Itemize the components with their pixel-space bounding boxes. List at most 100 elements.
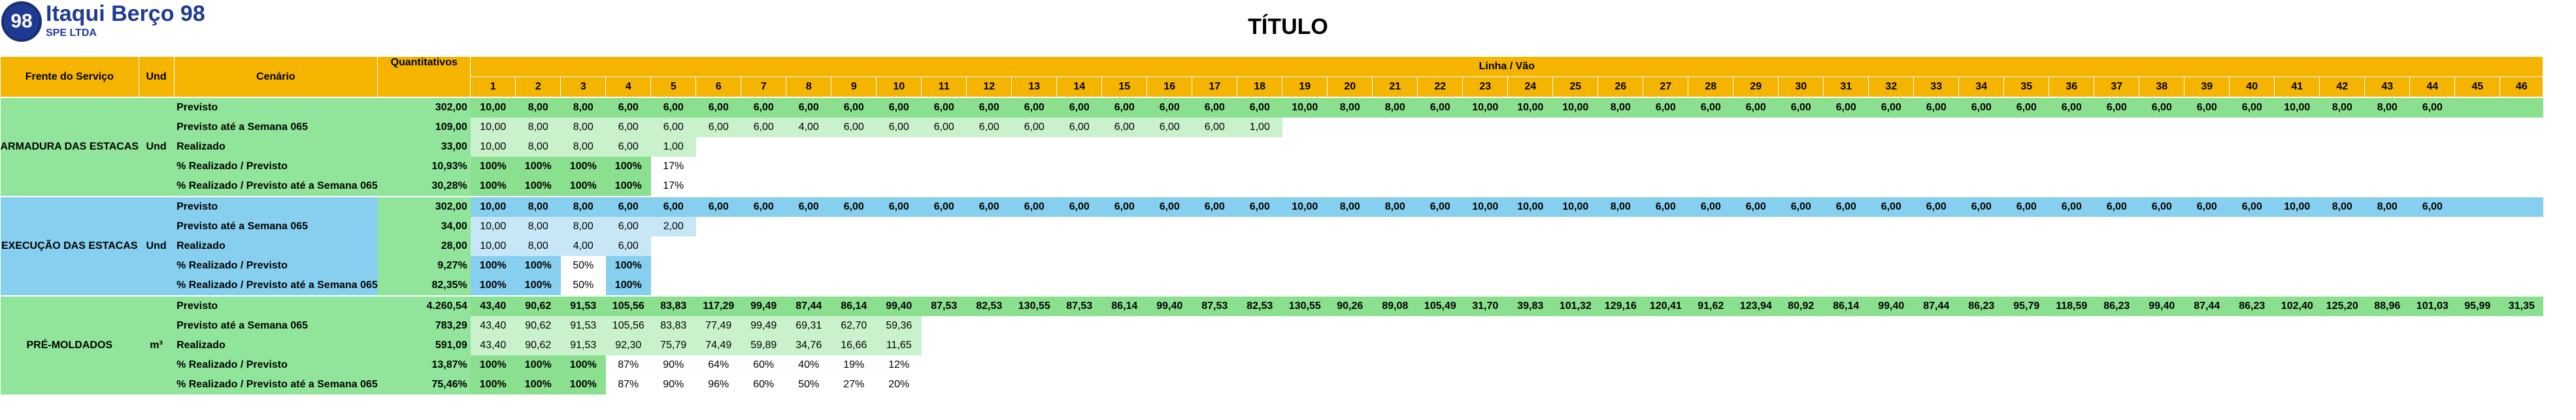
value-cell <box>876 176 922 197</box>
value-cell <box>1958 276 2004 296</box>
value-cell <box>2274 336 2320 355</box>
value-cell: 8,00 <box>1327 97 1373 118</box>
value-cell: 120,41 <box>1643 295 1688 316</box>
value-cell <box>2184 236 2230 256</box>
value-cell <box>2409 355 2455 375</box>
value-cell <box>2500 97 2543 118</box>
table-row: % Realizado / Previsto 10,93% 100% 100% 100%… <box>1 157 2543 176</box>
value-cell <box>1327 157 1373 176</box>
value-cell <box>1507 316 1553 336</box>
value-cell: 8,00 <box>515 217 561 236</box>
value-cell: 39,83 <box>1507 295 1553 316</box>
value-cell <box>1372 276 1418 296</box>
value-cell <box>1146 375 1192 395</box>
value-cell: 6,00 <box>876 118 922 137</box>
value-cell <box>1056 236 1102 256</box>
value-cell <box>2409 176 2455 197</box>
value-cell: 96% <box>695 375 741 395</box>
table-row: Realizado 28,00 10,00 8,00 4,00 6,00 <box>1 236 2543 256</box>
value-cell <box>1011 236 1057 256</box>
value-cell <box>1417 118 1463 137</box>
value-cell <box>1417 176 1463 197</box>
value-cell <box>1056 316 1102 336</box>
value-cell: 64% <box>695 355 741 375</box>
value-cell <box>831 217 877 236</box>
value-cell <box>2500 118 2543 137</box>
value-cell <box>1552 355 1598 375</box>
value-cell: 6,00 <box>786 196 831 217</box>
value-cell <box>1327 355 1373 375</box>
value-cell <box>1868 236 1914 256</box>
value-cell <box>1958 157 2004 176</box>
quantitativo-cell: 30,28% <box>377 176 471 197</box>
value-cell <box>1192 375 1237 395</box>
value-cell: 6,00 <box>1778 196 1824 217</box>
value-cell: 6,00 <box>966 118 1012 137</box>
value-cell: 6,00 <box>1417 196 1463 217</box>
value-cell: 6,00 <box>1958 196 2004 217</box>
value-cell <box>2003 256 2049 276</box>
value-cell: 6,00 <box>1237 97 1282 118</box>
value-cell <box>1823 316 1869 336</box>
value-cell <box>1056 137 1102 157</box>
value-cell <box>1237 217 1282 236</box>
value-cell <box>2500 375 2543 395</box>
value-cell: 6,00 <box>2409 97 2455 118</box>
value-cell <box>2364 276 2410 296</box>
value-cell <box>1958 176 2004 197</box>
value-cell <box>1192 256 1237 276</box>
value-cell <box>2229 176 2275 197</box>
value-cell <box>1733 375 1779 395</box>
value-cell <box>1372 157 1418 176</box>
value-cell <box>2003 217 2049 236</box>
cenario-cell: % Realizado / Previsto <box>174 157 378 176</box>
value-cell <box>1282 217 1328 236</box>
value-cell: 4,00 <box>560 236 606 256</box>
value-cell: 43,40 <box>470 316 516 336</box>
value-cell <box>2139 236 2184 256</box>
value-cell <box>1327 375 1373 395</box>
quantitativo-cell: 13,87% <box>377 355 471 375</box>
value-cell <box>786 236 831 256</box>
column-header: 3 <box>560 76 607 98</box>
value-cell: 6,00 <box>1733 97 1779 118</box>
value-cell <box>1688 236 1733 256</box>
value-cell: 10,00 <box>1552 196 1598 217</box>
value-cell <box>650 276 696 296</box>
value-cell <box>876 256 922 276</box>
quantitativo-cell: 82,35% <box>377 276 471 296</box>
value-cell: 6,00 <box>605 217 651 236</box>
value-cell <box>1282 375 1328 395</box>
value-cell <box>2184 355 2230 375</box>
value-cell: 87,53 <box>1192 295 1237 316</box>
value-cell: 6,00 <box>2049 97 2094 118</box>
value-cell: 6,00 <box>2229 196 2275 217</box>
value-cell <box>1282 118 1328 137</box>
value-cell <box>2003 157 2049 176</box>
table-row: % Realizado / Previsto até a Semana 065 3… <box>1 176 2543 197</box>
value-cell <box>966 355 1012 375</box>
value-cell <box>1101 316 1147 336</box>
column-header: 42 <box>2319 76 2366 98</box>
column-header: 37 <box>2094 76 2140 98</box>
value-cell <box>1146 236 1192 256</box>
value-cell: 105,56 <box>605 295 651 316</box>
value-cell: 10,00 <box>2274 196 2320 217</box>
value-cell <box>2500 276 2543 296</box>
value-cell <box>2319 176 2365 197</box>
value-cell <box>2364 157 2410 176</box>
value-cell: 6,00 <box>1192 196 1237 217</box>
value-cell: 4,00 <box>786 118 831 137</box>
value-cell: 10,00 <box>470 97 516 118</box>
value-cell: 90,62 <box>515 336 561 355</box>
value-cell <box>1101 256 1147 276</box>
value-cell <box>2003 316 2049 336</box>
value-cell: 6,00 <box>831 97 877 118</box>
value-cell <box>1462 118 1508 137</box>
value-cell: 6,00 <box>1237 196 1282 217</box>
value-cell: 6,00 <box>1146 97 1192 118</box>
value-cell: 92,30 <box>605 336 651 355</box>
value-cell <box>2454 176 2500 197</box>
value-cell: 6,00 <box>605 118 651 137</box>
value-cell <box>1823 217 1869 236</box>
